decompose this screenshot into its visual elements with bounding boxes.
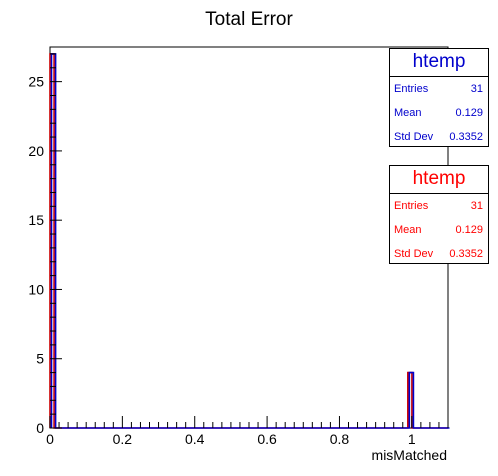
chart-title: Total Error: [205, 9, 293, 30]
stats-entries-row: Entries 31: [390, 194, 488, 218]
y-tick-label: 25: [28, 74, 44, 90]
stats-mean-row: Mean 0.129: [390, 101, 488, 125]
stats-std-value: 0.3352: [449, 248, 483, 260]
stats-box-title: htemp: [390, 166, 488, 194]
y-tick-label: 0: [36, 420, 44, 436]
stats-std-row: Std Dev 0.3352: [390, 242, 488, 266]
stats-entries-row: Entries 31: [390, 77, 488, 101]
y-tick-label: 10: [28, 281, 44, 297]
x-tick-label: 1: [408, 431, 416, 447]
stats-mean-value: 0.129: [455, 224, 483, 236]
stats-box-title: htemp: [390, 49, 488, 77]
y-tick-label: 20: [28, 143, 44, 159]
y-tick-label: 5: [36, 351, 44, 367]
stats-mean-row: Mean 0.129: [390, 218, 488, 242]
x-tick-label: 0.4: [185, 431, 205, 447]
x-tick-label: 0.8: [330, 431, 350, 447]
x-tick-label: 0: [46, 431, 54, 447]
stats-std-label: Std Dev: [394, 248, 434, 260]
x-axis-label: misMatched: [372, 447, 447, 463]
stats-mean-value: 0.129: [455, 107, 483, 119]
stats-box-red: htemp Entries 31 Mean 0.129 Std Dev 0.33…: [389, 165, 489, 264]
stats-std-value: 0.3352: [449, 131, 483, 143]
x-tick-label: 0.2: [113, 431, 133, 447]
stats-mean-label: Mean: [394, 107, 422, 119]
y-tick-label: 15: [28, 212, 44, 228]
stats-entries-value: 31: [470, 83, 483, 95]
stats-box-blue: htemp Entries 31 Mean 0.129 Std Dev 0.33…: [389, 48, 489, 147]
stats-entries-label: Entries: [394, 83, 429, 95]
stats-std-row: Std Dev 0.3352: [390, 125, 488, 149]
stats-entries-label: Entries: [394, 200, 429, 212]
stats-entries-value: 31: [470, 200, 483, 212]
stats-std-label: Std Dev: [394, 131, 434, 143]
x-tick-label: 0.6: [257, 431, 277, 447]
stats-mean-label: Mean: [394, 224, 422, 236]
